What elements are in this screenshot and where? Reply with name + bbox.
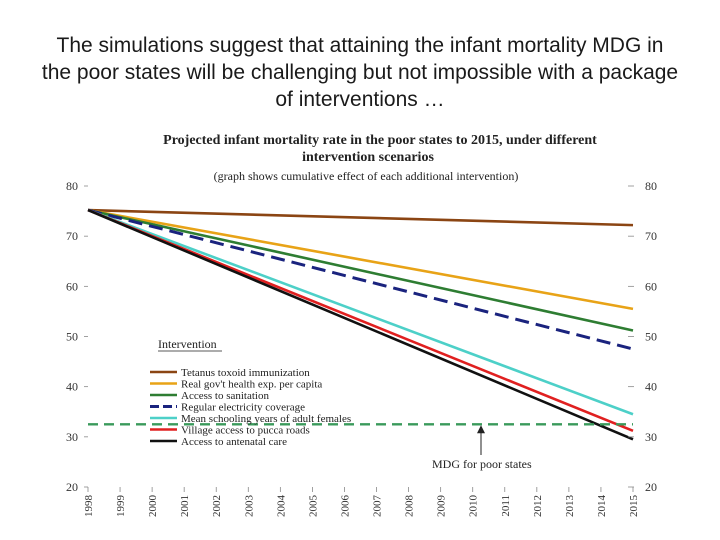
chart-subtitle: (graph shows cumulative effect of each a… — [214, 169, 519, 183]
series-line-3 — [87, 208, 634, 332]
x-tick-label: 2014 — [596, 495, 608, 518]
y-tick-label-left: 80 — [66, 179, 78, 193]
mdg-label: MDG for poor states — [432, 457, 532, 471]
legend-label-5: Mean schooling years of adult females — [181, 413, 351, 425]
chart-title-line2: intervention scenarios — [302, 150, 434, 165]
legend-title: Intervention — [158, 337, 217, 351]
series-line-6 — [87, 208, 634, 433]
x-tick-label: 2003 — [243, 495, 255, 518]
y-tick-label-left: 20 — [66, 480, 78, 494]
legend-label-4: Regular electricity coverage — [181, 402, 305, 414]
x-tick-label: 1998 — [83, 495, 95, 518]
series-line-4 — [87, 208, 634, 351]
x-tick-label: 2000 — [147, 495, 159, 518]
x-tick-label: 1999 — [115, 495, 127, 518]
x-tick-label: 2011 — [500, 495, 512, 517]
mdg-arrow-head — [477, 425, 485, 434]
y-tick-label-left: 40 — [66, 380, 78, 394]
x-tick-label: 2004 — [275, 495, 287, 518]
x-tick-label: 2006 — [339, 495, 351, 518]
x-tick-label: 2007 — [372, 495, 384, 518]
x-tick-label: 2002 — [211, 495, 223, 517]
x-tick-label: 2008 — [404, 495, 416, 518]
y-tick-label-left: 30 — [66, 430, 78, 444]
x-tick-label: 2001 — [179, 495, 191, 517]
x-tick-label: 2012 — [532, 495, 544, 517]
chart-title-line1: Projected infant mortality rate in the p… — [163, 133, 597, 148]
x-tick-label: 2013 — [564, 495, 576, 518]
series-line-5 — [87, 208, 634, 416]
x-tick-label: 2005 — [307, 495, 319, 518]
x-tick-label: 2009 — [436, 495, 448, 518]
y-tick-label-right: 60 — [645, 279, 657, 293]
y-tick-label-right: 50 — [645, 330, 657, 344]
y-tick-label-left: 60 — [66, 279, 78, 293]
y-tick-label-right: 20 — [645, 480, 657, 494]
legend-label-1: Tetanus toxoid immunization — [181, 367, 310, 379]
y-tick-label-left: 70 — [66, 229, 78, 243]
series-line-1 — [87, 208, 634, 227]
legend-label-7: Access to antenatal care — [181, 436, 287, 448]
y-tick-label-left: 50 — [66, 330, 78, 344]
series-line-7 — [87, 208, 634, 441]
legend-label-3: Access to sanitation — [181, 390, 269, 402]
y-tick-label-right: 80 — [645, 179, 657, 193]
x-tick-label: 2010 — [468, 495, 480, 518]
y-tick-label-right: 70 — [645, 229, 657, 243]
legend-label-6: Village access to pucca roads — [181, 425, 310, 437]
legend-label-2: Real gov't health exp. per capita — [181, 379, 322, 391]
slide-title: The simulations suggest that attaining t… — [41, 34, 679, 111]
x-tick-label: 2015 — [628, 495, 640, 518]
y-tick-label-right: 40 — [645, 380, 657, 394]
series-line-2 — [87, 208, 634, 311]
y-tick-label-right: 30 — [645, 430, 657, 444]
